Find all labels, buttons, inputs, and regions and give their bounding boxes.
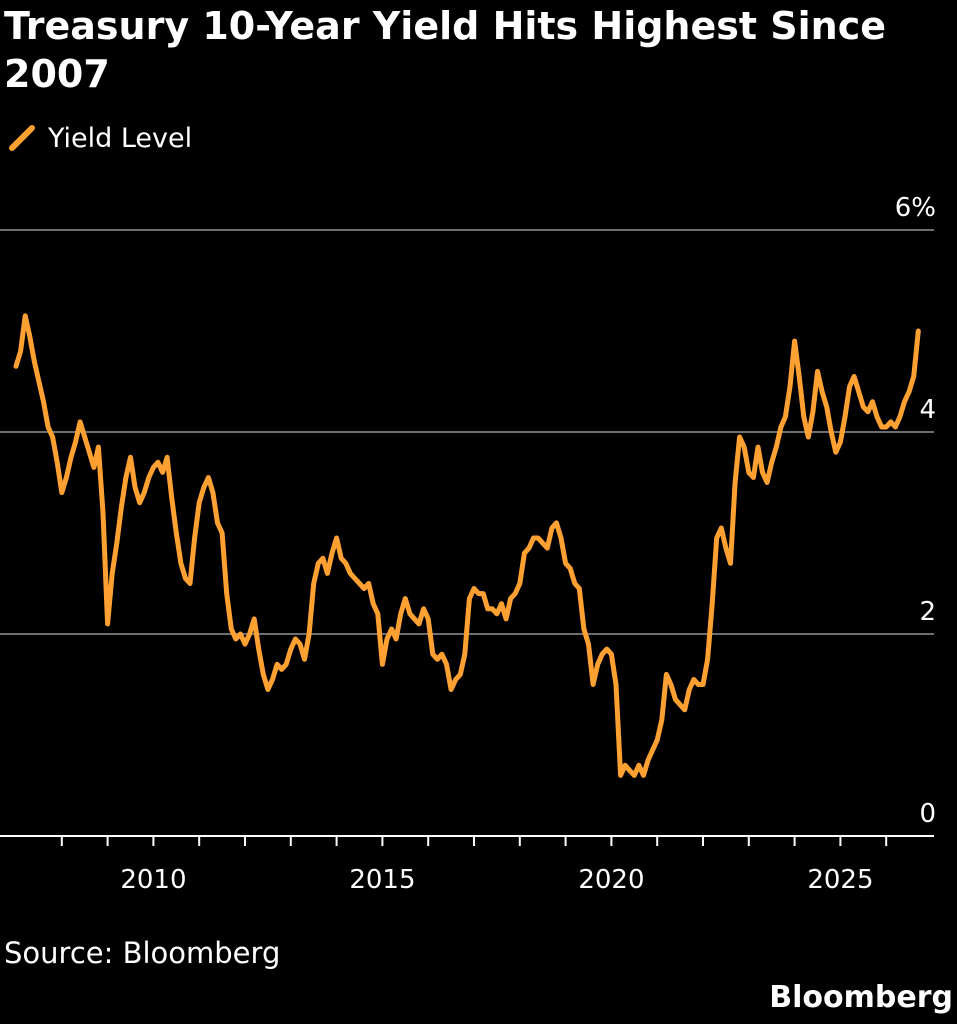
bloomberg-logo: Bloomberg — [769, 980, 953, 1015]
x-tick-label-2010: 2010 — [120, 865, 186, 895]
legend-label-yield-level: Yield Level — [48, 122, 193, 154]
y-tick-label-6: 6% — [895, 193, 936, 223]
x-tick-label-2025: 2025 — [807, 865, 873, 895]
y-tick-label-2: 2 — [919, 597, 936, 627]
y-tick-label-4: 4 — [919, 395, 936, 425]
x-tick-label-2015: 2015 — [349, 865, 415, 895]
legend: Yield Level — [6, 118, 192, 158]
source-note: Source: Bloomberg — [4, 936, 281, 970]
x-tick-label-2020: 2020 — [578, 865, 644, 895]
chart-title: Treasury 10-Year Yield Hits Highest Sinc… — [4, 4, 887, 96]
series-line-yield-level — [13, 313, 921, 778]
legend-line-swatch — [9, 125, 35, 151]
y-tick-label-0: 0 — [919, 799, 936, 829]
yield-line-chart: 6% 4 2 0 2010 2015 2020 2025 — [0, 193, 936, 895]
